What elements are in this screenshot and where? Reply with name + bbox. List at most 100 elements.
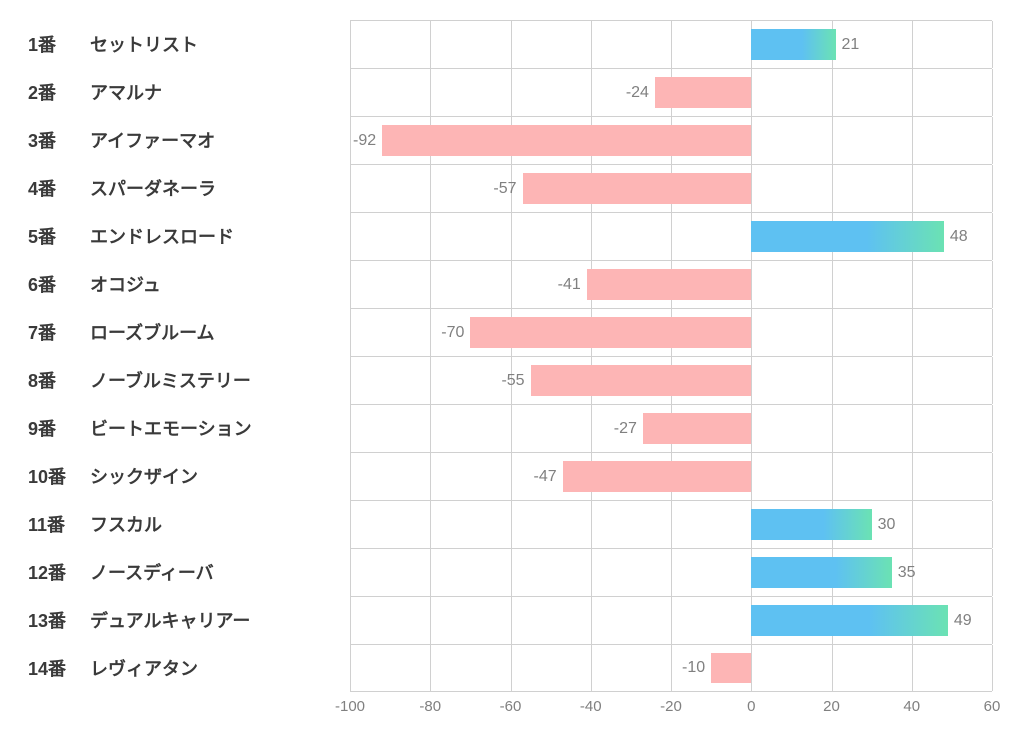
entry-name: エンドレスロード (90, 223, 350, 249)
grid-line (591, 69, 592, 116)
bar-area: -47 (350, 452, 992, 500)
grid-line (671, 213, 672, 260)
bar-positive (751, 221, 944, 252)
entry-number: 10番 (20, 463, 90, 489)
tick-label: 20 (823, 698, 840, 715)
bar-area: -41 (350, 260, 992, 308)
grid-line (912, 21, 913, 68)
grid-line (511, 549, 512, 596)
grid-line (832, 405, 833, 452)
entry-number: 8番 (20, 367, 90, 393)
entry-name: ノーブルミステリー (90, 367, 350, 393)
grid-line (992, 213, 993, 260)
grid-line (751, 309, 752, 356)
tick-label: -60 (500, 698, 522, 715)
entry-name: ビートエモーション (90, 415, 350, 441)
entry-name: ローズブルーム (90, 319, 350, 345)
bar-negative (523, 173, 752, 204)
grid-line (511, 453, 512, 500)
chart-row: 2番アマルナ-24 (20, 68, 992, 116)
bar-negative (470, 317, 751, 348)
grid-line (350, 501, 351, 548)
entry-number: 1番 (20, 31, 90, 57)
grid-line (511, 21, 512, 68)
bar-positive (751, 557, 891, 588)
value-label: -47 (534, 468, 563, 486)
grid-line (350, 549, 351, 596)
bar-area: -92 (350, 116, 992, 164)
bar-positive (751, 29, 835, 60)
grid-line (992, 405, 993, 452)
tick-label: -80 (419, 698, 441, 715)
tick-label: 40 (903, 698, 920, 715)
chart-row: 13番デュアルキャリアー49 (20, 596, 992, 644)
grid-line (912, 117, 913, 164)
entry-number: 5番 (20, 223, 90, 249)
entry-number: 7番 (20, 319, 90, 345)
bar-negative (643, 413, 751, 444)
chart-row: 9番ビートエモーション -27 (20, 404, 992, 452)
entry-number: 14番 (20, 655, 90, 681)
grid-line (591, 501, 592, 548)
grid-line (992, 453, 993, 500)
grid-line (350, 453, 351, 500)
grid-line (992, 309, 993, 356)
entry-number: 6番 (20, 271, 90, 297)
grid-line (671, 21, 672, 68)
grid-line (751, 261, 752, 308)
bar-negative (655, 77, 751, 108)
chart-row: 12番ノースディーバ35 (20, 548, 992, 596)
grid-line (992, 261, 993, 308)
chart-row: 5番エンドレスロード 48 (20, 212, 992, 260)
entry-number: 9番 (20, 415, 90, 441)
grid-line (350, 261, 351, 308)
bar-negative (587, 269, 752, 300)
grid-line (430, 549, 431, 596)
value-label: -24 (626, 84, 655, 102)
entry-number: 12番 (20, 559, 90, 585)
bar-area: 35 (350, 548, 992, 596)
grid-line (671, 549, 672, 596)
bar-positive (751, 605, 948, 636)
grid-line (350, 117, 351, 164)
entry-name: デュアルキャリアー (90, 607, 350, 633)
grid-line (350, 21, 351, 68)
value-label: 48 (944, 228, 968, 246)
tick-label: 0 (747, 698, 755, 715)
grid-line (511, 597, 512, 644)
bar-area: -57 (350, 164, 992, 212)
grid-line (832, 165, 833, 212)
bar-area: -70 (350, 308, 992, 356)
grid-line (350, 213, 351, 260)
grid-line (430, 453, 431, 500)
x-axis: -100-80-60-40-200204060 (20, 692, 992, 722)
bar-negative (382, 125, 751, 156)
grid-line (350, 309, 351, 356)
chart-row: 1番セットリスト21 (20, 20, 992, 68)
grid-line (591, 549, 592, 596)
grid-line (912, 501, 913, 548)
entry-name: スパーダネーラ (90, 175, 350, 201)
bar-negative (563, 461, 752, 492)
entry-number: 2番 (20, 79, 90, 105)
value-label: -10 (682, 659, 711, 677)
grid-line (430, 261, 431, 308)
bar-area: 30 (350, 500, 992, 548)
grid-line (992, 21, 993, 68)
grid-line (350, 597, 351, 644)
bar-area: -10 (350, 644, 992, 692)
grid-line (511, 69, 512, 116)
grid-line (671, 597, 672, 644)
grid-line (832, 357, 833, 404)
grid-line (511, 405, 512, 452)
grid-line (671, 645, 672, 691)
value-label: -27 (614, 420, 643, 438)
grid-line (350, 405, 351, 452)
grid-line (751, 405, 752, 452)
entry-number: 13番 (20, 607, 90, 633)
bar-negative (711, 653, 751, 683)
grid-line (511, 261, 512, 308)
bar-area: 48 (350, 212, 992, 260)
grid-line (350, 69, 351, 116)
grid-line (832, 117, 833, 164)
